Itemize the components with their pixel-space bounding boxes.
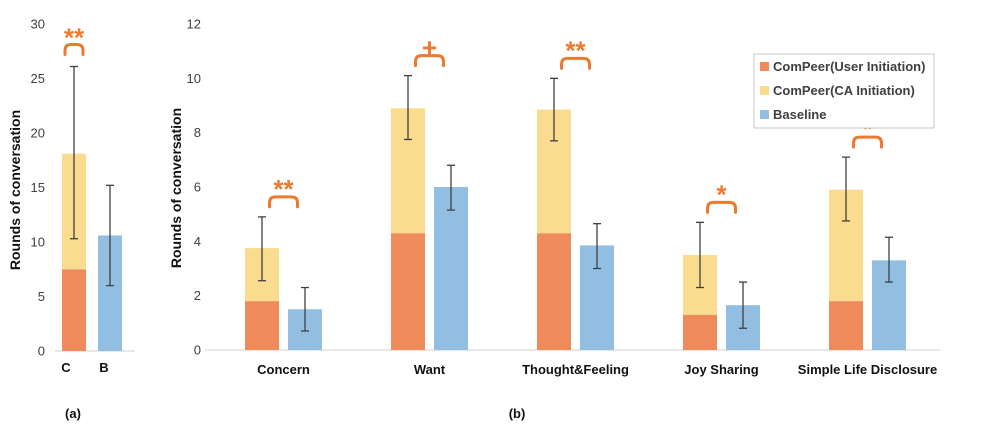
legend-label-user-initiation: ComPeer(User Initiation) [773, 59, 925, 74]
legend-swatch-user-initiation [760, 62, 769, 71]
panel-a-y-tick-label: 0 [38, 344, 45, 359]
panel-b-label: (b) [509, 406, 526, 421]
legend: ComPeer(User Initiation) ComPeer(CA Init… [754, 54, 934, 128]
panel-b-bar-comp-user [391, 233, 425, 350]
panel-a-y-tick-label: 10 [31, 235, 45, 250]
panel-b-significance-mark: * [716, 179, 727, 209]
panel-b-y-tick-label: 0 [194, 343, 201, 358]
legend-swatch-baseline [760, 110, 769, 119]
panel-a-x-tick-label: C [61, 360, 71, 375]
panel-a-y-axis-label: Rounds of conversation [7, 110, 23, 270]
legend-label-ca-initiation: ComPeer(CA Initiation) [773, 83, 915, 98]
panel-b-bar-comp-user [537, 233, 571, 350]
panel-b-x-tick-label: Want [414, 362, 446, 377]
panel-b-y-tick-label: 10 [187, 71, 201, 86]
panel-b-significance-mark: + [422, 33, 437, 63]
panel-b-x-tick-label: Simple Life Disclosure [798, 362, 937, 377]
legend-label-baseline: Baseline [773, 107, 826, 122]
panel-a-y-tick-label: 25 [31, 71, 45, 86]
panel-b-bar-baseline [434, 187, 468, 350]
legend-swatch-ca-initiation [760, 86, 769, 95]
panel-b-significance-mark: ** [273, 174, 294, 204]
panel-a-label: (a) [65, 406, 81, 421]
panel-a-x-tick-label: B [99, 360, 108, 375]
panel-b-y-tick-label: 12 [187, 17, 201, 32]
panel-a-y-tick-label: 5 [38, 289, 45, 304]
panel-b-y-tick-label: 6 [194, 180, 201, 195]
panel-a-y-tick-label: 30 [31, 17, 45, 32]
panel-b-bar-comp-user [683, 315, 717, 350]
panel-b-bar-comp-user [829, 301, 863, 350]
panel-a-y-tick-label: 20 [31, 126, 45, 141]
panel-a-significance-mark: ** [64, 23, 85, 53]
panel-a-bar-comp-user [62, 269, 86, 351]
panel-b-y-tick-label: 2 [194, 288, 201, 303]
panel-b-y-tick-label: 8 [194, 125, 201, 140]
panel-b-x-tick-label: Concern [257, 362, 310, 377]
panel-b-bar-comp-user [245, 301, 279, 350]
panel-a-chart: Rounds of conversation (a) 0 5 10 15 20 25 30 *… [7, 17, 135, 422]
panel-b-x-tick-label: Joy Sharing [684, 362, 758, 377]
panel-a-y-tick-label: 15 [31, 180, 45, 195]
panel-b-y-tick-label: 4 [194, 234, 201, 249]
panel-b-x-tick-label: Thought&Feeling [522, 362, 629, 377]
panel-b-y-axis-label: Rounds of conversation [168, 108, 184, 268]
panel-b-significance-mark: ** [565, 35, 586, 65]
